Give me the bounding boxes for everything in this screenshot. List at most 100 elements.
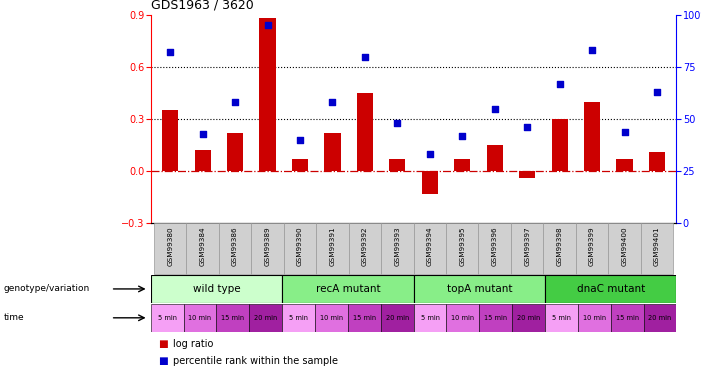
Bar bbox=[348, 304, 381, 332]
Bar bbox=[284, 223, 316, 274]
Text: log ratio: log ratio bbox=[173, 339, 214, 349]
Text: dnaC mutant: dnaC mutant bbox=[577, 284, 645, 294]
Point bbox=[424, 152, 435, 157]
Bar bbox=[154, 223, 186, 274]
Bar bbox=[519, 171, 536, 178]
Bar bbox=[184, 304, 217, 332]
Bar bbox=[479, 304, 512, 332]
Bar bbox=[545, 275, 676, 303]
Text: GSM99391: GSM99391 bbox=[329, 226, 336, 266]
Text: GSM99395: GSM99395 bbox=[459, 226, 465, 266]
Text: time: time bbox=[4, 314, 24, 322]
Point bbox=[522, 124, 533, 130]
Bar bbox=[454, 159, 470, 171]
Text: GSM99390: GSM99390 bbox=[297, 226, 303, 266]
Text: 5 min: 5 min bbox=[421, 315, 440, 321]
Bar bbox=[512, 304, 545, 332]
Text: ■: ■ bbox=[158, 356, 168, 366]
Bar bbox=[292, 159, 308, 171]
Text: 15 min: 15 min bbox=[484, 315, 508, 321]
Text: GSM99380: GSM99380 bbox=[167, 226, 173, 266]
Text: 10 min: 10 min bbox=[583, 315, 606, 321]
Bar bbox=[414, 223, 446, 274]
Text: 5 min: 5 min bbox=[158, 315, 177, 321]
Bar bbox=[195, 150, 211, 171]
Point bbox=[619, 129, 630, 135]
Bar bbox=[381, 223, 414, 274]
Bar bbox=[584, 102, 600, 171]
Text: genotype/variation: genotype/variation bbox=[4, 284, 90, 293]
Text: percentile rank within the sample: percentile rank within the sample bbox=[173, 356, 338, 366]
Bar bbox=[151, 275, 283, 303]
Text: 15 min: 15 min bbox=[222, 315, 245, 321]
Point bbox=[229, 99, 240, 105]
Bar bbox=[381, 304, 414, 332]
Bar bbox=[641, 223, 673, 274]
Text: 20 min: 20 min bbox=[386, 315, 409, 321]
Text: 10 min: 10 min bbox=[320, 315, 343, 321]
Bar bbox=[414, 304, 447, 332]
Point bbox=[262, 22, 273, 28]
Text: 10 min: 10 min bbox=[451, 315, 475, 321]
Point bbox=[360, 54, 371, 60]
Bar bbox=[315, 304, 348, 332]
Bar bbox=[219, 223, 252, 274]
Bar bbox=[162, 110, 178, 171]
Point bbox=[327, 99, 338, 105]
Text: GSM99389: GSM99389 bbox=[264, 226, 271, 266]
Text: ■: ■ bbox=[158, 339, 168, 349]
Text: recA mutant: recA mutant bbox=[315, 284, 380, 294]
Text: GSM99397: GSM99397 bbox=[524, 226, 530, 266]
Text: 15 min: 15 min bbox=[615, 315, 639, 321]
Text: GDS1963 / 3620: GDS1963 / 3620 bbox=[151, 0, 254, 12]
Bar bbox=[608, 223, 641, 274]
Bar bbox=[325, 133, 341, 171]
Bar bbox=[616, 159, 633, 171]
Text: GSM99394: GSM99394 bbox=[427, 226, 433, 266]
Text: 20 min: 20 min bbox=[648, 315, 672, 321]
Text: GSM99398: GSM99398 bbox=[557, 226, 563, 266]
Bar bbox=[578, 304, 611, 332]
Bar bbox=[545, 304, 578, 332]
Bar bbox=[422, 171, 438, 194]
Text: 5 min: 5 min bbox=[289, 315, 308, 321]
Bar bbox=[543, 223, 576, 274]
Point bbox=[587, 47, 598, 53]
Text: GSM99384: GSM99384 bbox=[200, 226, 205, 266]
Text: wild type: wild type bbox=[193, 284, 240, 294]
Bar bbox=[283, 275, 414, 303]
Bar bbox=[252, 223, 284, 274]
Bar bbox=[186, 223, 219, 274]
Bar bbox=[414, 275, 545, 303]
Point bbox=[456, 133, 468, 139]
Text: GSM99400: GSM99400 bbox=[622, 226, 627, 266]
Bar bbox=[283, 304, 315, 332]
Point bbox=[489, 106, 501, 112]
Bar bbox=[316, 223, 348, 274]
Point bbox=[197, 130, 208, 136]
Bar bbox=[649, 152, 665, 171]
Bar bbox=[227, 133, 243, 171]
Text: 10 min: 10 min bbox=[189, 315, 212, 321]
Bar bbox=[511, 223, 543, 274]
Bar bbox=[250, 304, 283, 332]
Bar bbox=[479, 223, 511, 274]
Bar bbox=[357, 93, 373, 171]
Bar bbox=[447, 304, 479, 332]
Point bbox=[294, 137, 306, 143]
Text: GSM99393: GSM99393 bbox=[395, 226, 400, 266]
Text: 15 min: 15 min bbox=[353, 315, 376, 321]
Bar bbox=[151, 304, 184, 332]
Bar bbox=[576, 223, 608, 274]
Text: GSM99399: GSM99399 bbox=[589, 226, 595, 266]
Bar bbox=[644, 304, 676, 332]
Bar bbox=[259, 18, 275, 171]
Bar bbox=[611, 304, 644, 332]
Text: 5 min: 5 min bbox=[552, 315, 571, 321]
Text: GSM99401: GSM99401 bbox=[654, 226, 660, 266]
Point bbox=[651, 89, 662, 95]
Text: 20 min: 20 min bbox=[254, 315, 278, 321]
Bar bbox=[486, 145, 503, 171]
Bar bbox=[446, 223, 479, 274]
Bar bbox=[389, 159, 405, 171]
